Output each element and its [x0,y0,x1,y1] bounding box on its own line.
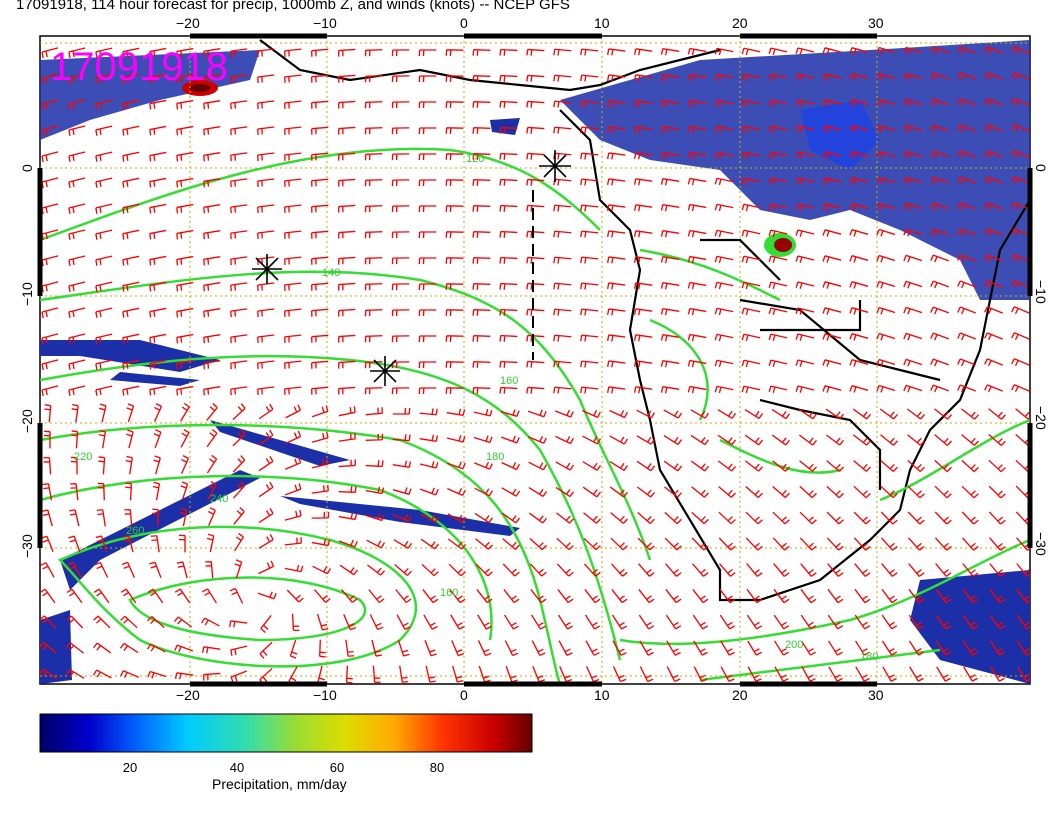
svg-text:260: 260 [126,525,144,537]
svg-text:140: 140 [322,267,340,279]
colorbar-tick: 40 [229,760,245,775]
svg-text:180: 180 [860,651,878,663]
svg-text:20: 20 [732,15,748,31]
svg-text:20: 20 [732,687,748,703]
lat-lon-grid [40,36,1030,684]
svg-text:−10: −10 [1033,280,1049,304]
colorbar-tick: 80 [429,760,445,775]
contour-labels: 120 140 160 180 220 240 260 200 160 180 [74,153,878,663]
svg-text:0: 0 [460,687,468,703]
svg-text:−10: −10 [19,282,35,306]
colorbar-tick: 20 [122,760,138,775]
svg-text:120: 120 [466,153,484,165]
svg-text:−20: −20 [176,687,200,703]
svg-text:30: 30 [868,15,884,31]
height-contours [40,147,1030,684]
svg-text:−20: −20 [176,15,200,31]
svg-text:160: 160 [500,375,518,387]
colorbar-label: Precipitation, mm/day [212,776,347,792]
svg-text:240: 240 [210,493,228,505]
colorbar-tick: 60 [329,760,345,775]
svg-text:180: 180 [486,451,504,463]
svg-text:−10: −10 [313,15,337,31]
svg-text:−30: −30 [19,534,35,558]
svg-text:30: 30 [868,687,884,703]
svg-text:−20: −20 [19,409,35,433]
svg-text:220: 220 [74,451,92,463]
svg-text:0: 0 [460,15,468,31]
svg-text:160: 160 [440,587,458,599]
precip-areas [40,40,1030,684]
frame-ticks [37,33,1033,687]
svg-text:−30: −30 [1033,532,1049,556]
page-title: 17091918, 114 hour forecast for precip, … [16,0,570,13]
svg-text:10: 10 [594,687,610,703]
svg-text:0: 0 [19,164,35,172]
svg-text:−10: −10 [313,687,337,703]
lat-labels: 0 −10 −20 −30 0 −10 −20 −30 [19,164,1049,558]
asterisk-marker [252,150,571,386]
svg-text:10: 10 [594,15,610,31]
svg-text:−20: −20 [1033,406,1049,430]
colorbar [39,713,533,753]
lon-labels: −20 −10 0 10 20 30 −20 −10 0 10 20 30 [176,15,884,703]
svg-text:200: 200 [785,639,803,651]
map-stamp: 17091918 [50,45,228,89]
svg-text:0: 0 [1033,164,1049,172]
